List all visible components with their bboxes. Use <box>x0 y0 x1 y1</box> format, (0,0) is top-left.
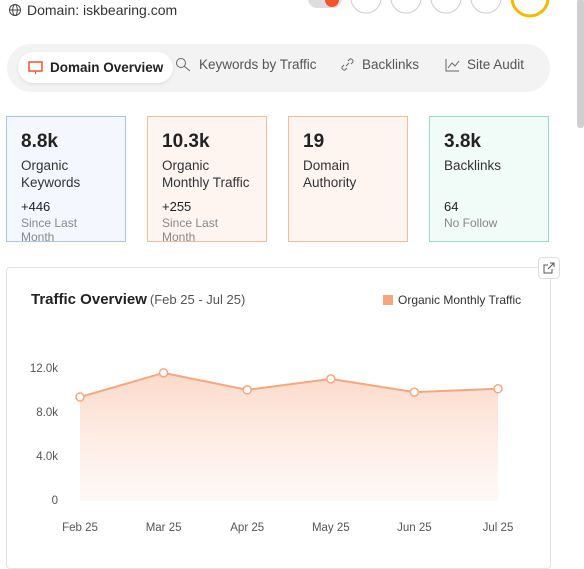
card-label: Organic Keywords <box>21 158 81 190</box>
point <box>409 387 420 397</box>
card-sub-label: No Follow <box>444 216 498 230</box>
tab[interactable]: Domain Overview <box>18 52 174 83</box>
stat-card: 8.8k Organic Keywords +446 Since Last Mo… <box>6 116 126 244</box>
card-sub-label: Since Last Month <box>162 216 219 244</box>
chart-subtitle: (Feb 25 - Jul 25) <box>149 292 246 307</box>
stat-card: 3.8k Backlinks 64 No Follow <box>429 116 549 242</box>
tab-label: Keywords by Traffic <box>199 57 317 72</box>
toolbar-icons <box>308 0 584 20</box>
point <box>75 392 85 402</box>
card-label: Domain Authority <box>303 158 357 190</box>
x-tick-label: Jul 25 <box>483 522 514 534</box>
card-sub-value: +255 <box>162 199 192 214</box>
point <box>158 368 169 378</box>
tab[interactable]: Backlinks <box>340 57 419 72</box>
legend-swatch <box>383 295 393 305</box>
card-value: 3.8k <box>444 131 481 152</box>
x-tick-label: May 25 <box>312 522 350 534</box>
chart: 0 4.0k 8.0k 12.0k Feb 25 Mar 25 Apr 25 May 25 Ju… <box>30 363 514 534</box>
tab-icon <box>445 58 460 71</box>
domain-text: Domain: iskbearing.com <box>27 2 178 18</box>
y-tick-label: 12.0k <box>30 363 58 375</box>
card-sub-value: 64 <box>444 199 459 214</box>
toggle-knob <box>325 0 339 7</box>
tab[interactable]: Site Audit <box>445 57 524 72</box>
tab-label: Backlinks <box>362 57 420 72</box>
card-value: 19 <box>303 131 325 152</box>
legend: Organic Monthly Traffic <box>383 293 521 307</box>
point <box>493 384 503 394</box>
settings-button[interactable] <box>390 0 422 14</box>
tab-icon <box>176 58 191 72</box>
stat-card: 19 Domain Authority <box>288 116 408 242</box>
y-tick-label: 4.0k <box>36 451 58 463</box>
stat-card: 10.3k Organic Monthly Traffic +255 Since… <box>147 116 267 244</box>
x-tick-label: Jun 25 <box>397 522 432 534</box>
card-value: 8.8k <box>21 131 58 152</box>
line <box>79 371 499 399</box>
chart-title-row: Traffic Overview (Feb 25 - Jul 25) <box>31 291 245 308</box>
tab-label: Domain Overview <box>50 60 164 75</box>
open-button[interactable] <box>430 0 462 14</box>
point <box>326 374 336 384</box>
y-tick-label: 0 <box>52 495 58 507</box>
external-link-button[interactable] <box>538 257 560 279</box>
icon-button[interactable] <box>350 0 382 14</box>
tab-icon <box>28 61 43 74</box>
domain-header: Domain: iskbearing.com <box>8 2 177 18</box>
area <box>80 372 498 501</box>
page: Domain: iskbearing.com Domain Overview K… <box>6 0 584 569</box>
x-tick-label: Mar 25 <box>146 522 182 534</box>
tab[interactable]: Keywords by Traffic <box>175 57 317 72</box>
point <box>242 385 252 395</box>
tab-icon <box>341 58 354 71</box>
x-tick-label: Apr 25 <box>230 522 264 534</box>
scrollbar-thumb[interactable] <box>577 0 584 128</box>
y-tick-label: 8.0k <box>36 407 58 419</box>
x-tick-label: Feb 25 <box>62 522 98 534</box>
card-label: Backlinks <box>444 158 502 173</box>
chart-title: Traffic Overview <box>31 291 147 308</box>
close-button[interactable] <box>470 0 502 14</box>
tab-bar: Domain Overview Keywords by Traffic Back… <box>7 44 550 92</box>
card-sub-value: +446 <box>21 199 51 214</box>
legend-label: Organic Monthly Traffic <box>398 293 522 307</box>
card-label: Organic Monthly Traffic <box>162 158 250 190</box>
avatar[interactable] <box>510 0 550 18</box>
globe-icon <box>9 4 21 16</box>
card-sub-label: Since Last Month <box>21 216 78 244</box>
card-value: 10.3k <box>162 131 210 152</box>
tab-label: Site Audit <box>467 57 525 72</box>
